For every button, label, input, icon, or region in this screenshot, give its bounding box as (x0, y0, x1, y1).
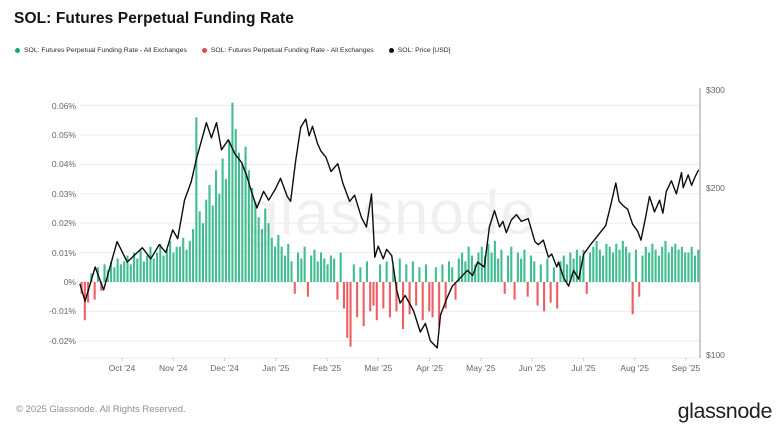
x-axis-month-label: Jun '25 (518, 363, 546, 373)
green-dot-icon (15, 48, 20, 53)
y-axis-tick-label: 0.06% (51, 100, 76, 111)
x-axis-month-label: Jan '25 (262, 363, 290, 373)
x-axis-month-label: May '25 (466, 363, 496, 373)
legend: SOL: Futures Perpetual Funding Rate - Al… (15, 47, 451, 54)
y-axis-tick-label: 0.01% (51, 247, 76, 258)
y-axis-tick-label: -0.01% (49, 306, 76, 317)
copyright-text: © 2025 Glassnode. All Rights Reserved. (16, 404, 186, 415)
legend-label: SOL: Price [USD] (397, 47, 451, 54)
red-dot-icon (201, 48, 207, 53)
y-axis-tick-label: -0.02% (49, 335, 76, 346)
axis-lines (121, 88, 701, 361)
page-title: SOL: Futures Perpetual Funding Rate (14, 10, 294, 27)
price-axis-tick-label: $100 (706, 350, 725, 360)
x-axis-month-label: Sep '25 (671, 363, 701, 373)
legend-item-price[interactable]: SOL: Price [USD] (388, 47, 451, 54)
x-axis-month-label: Feb '25 (313, 363, 342, 373)
legend-label: SOL: Futures Perpetual Funding Rate - Al… (24, 47, 187, 54)
x-axis-month-label: Aug '25 (620, 363, 649, 373)
y-axis-tick-label: 0.03% (51, 188, 76, 199)
y-axis-tick-label: 0% (63, 277, 76, 287)
x-axis-month-label: Mar '25 (364, 363, 393, 373)
legend-label: SOL: Futures Perpetual Funding Rate - Al… (210, 47, 374, 54)
price-axis-tick-label: $300 (706, 85, 725, 95)
black-dot-icon (388, 48, 394, 53)
x-axis-month-label: Apr '25 (416, 363, 443, 373)
y-axis-tick-label: 0.02% (51, 218, 76, 229)
legend-item-funding-negative[interactable]: SOL: Futures Perpetual Funding Rate - Al… (201, 47, 374, 54)
y-axis-tick-label: 0.04% (51, 159, 76, 170)
funding-rate-bars (80, 102, 700, 347)
glassnode-logo: glassnode (677, 399, 773, 423)
x-axis-month-label: Nov '24 (158, 363, 188, 373)
x-axis-month-label: Oct '24 (108, 363, 136, 373)
price-line (79, 118, 699, 349)
x-axis-month-label: Jul '25 (571, 363, 596, 373)
y-axis-tick-label: 0.05% (51, 130, 76, 140)
legend-item-funding-positive[interactable]: SOL: Futures Perpetual Funding Rate - Al… (15, 47, 187, 54)
price-axis-tick-label: $200 (706, 182, 725, 193)
x-axis-month-label: Dec '24 (210, 363, 239, 373)
